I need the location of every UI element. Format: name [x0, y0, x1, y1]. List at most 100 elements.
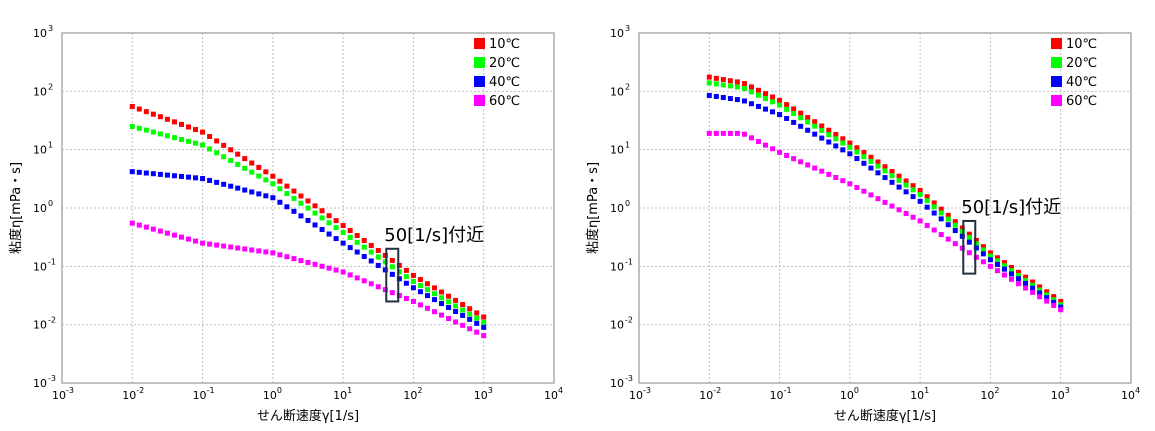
series-1 — [706, 80, 1064, 308]
x-tick-base: 10 — [403, 389, 417, 402]
series-0 — [706, 74, 1064, 304]
data-point — [847, 181, 853, 187]
legend-swatch — [1051, 38, 1062, 49]
data-point — [1009, 276, 1015, 282]
data-point — [249, 189, 255, 195]
x-tick-exponent: 2 — [417, 386, 422, 395]
data-point — [706, 74, 712, 80]
data-point — [298, 200, 304, 206]
data-point — [291, 195, 297, 201]
x-tick-exponent: -1 — [207, 386, 215, 395]
data-point — [277, 178, 283, 184]
chart-left-viscosity: 10 -3 10 -2 10 -1 10 0 10 1 10 2 10 3 10 410 -310 -210 -11… — [8, 24, 563, 424]
data-point — [889, 173, 895, 179]
data-point — [819, 127, 825, 133]
data-point — [157, 131, 163, 137]
data-point — [798, 123, 804, 129]
data-point — [924, 198, 930, 204]
data-point — [228, 244, 234, 250]
data-point — [727, 130, 733, 136]
data-point — [882, 199, 888, 205]
data-point — [460, 307, 466, 313]
data-point — [368, 258, 374, 264]
data-point — [228, 183, 234, 189]
data-point — [403, 267, 409, 273]
data-point — [791, 119, 797, 125]
y-axis-title: 粘度η[mPa・s] — [585, 162, 601, 254]
data-point — [417, 277, 423, 283]
data-point — [319, 208, 325, 214]
data-point — [833, 131, 839, 137]
data-point — [305, 217, 311, 223]
y-tick-base: 10 — [33, 377, 47, 390]
chart-right-viscosity: 10 -3 10 -2 10 -1 10 0 10 1 10 2 10 3 10 410 -310 -210 -11… — [585, 24, 1140, 424]
data-point — [424, 305, 430, 311]
y-tick-exponent: -2 — [48, 316, 56, 325]
data-point — [164, 133, 170, 139]
data-point — [861, 154, 867, 160]
data-point — [812, 165, 818, 171]
data-point — [805, 114, 811, 120]
data-point — [270, 181, 276, 187]
data-point — [424, 293, 430, 299]
data-point — [312, 210, 318, 216]
data-point — [734, 84, 740, 90]
data-point — [277, 252, 283, 258]
data-point — [326, 220, 332, 226]
data-point — [150, 111, 156, 117]
data-point — [347, 228, 353, 234]
data-point — [403, 296, 409, 302]
x-tick-label: 10 0 — [263, 386, 282, 402]
data-point — [973, 254, 979, 260]
data-point — [439, 295, 445, 301]
data-point — [875, 170, 881, 176]
data-point — [840, 140, 846, 146]
legend: 10℃ 20℃ 40℃ 60℃ — [474, 37, 520, 109]
y-tick-base: 10 — [33, 85, 47, 98]
data-point — [924, 222, 930, 228]
data-point — [1044, 295, 1050, 301]
x-tick-exponent: 2 — [994, 386, 999, 395]
x-axis-title: せん断速度γ[1/s] — [834, 408, 936, 424]
legend-label: 40℃ — [1066, 75, 1097, 90]
data-point — [966, 250, 972, 256]
legend-label: 40℃ — [489, 75, 520, 90]
data-point — [924, 194, 930, 200]
data-point — [1023, 285, 1029, 291]
data-point — [952, 241, 958, 247]
data-point — [157, 114, 163, 120]
data-point — [980, 244, 986, 250]
data-point — [952, 222, 958, 228]
data-point — [973, 245, 979, 251]
y-tick-base: 10 — [610, 377, 624, 390]
data-point — [763, 91, 769, 97]
data-point — [200, 240, 206, 246]
data-point — [340, 230, 346, 236]
data-point — [706, 130, 712, 136]
data-point — [481, 333, 487, 339]
data-point — [263, 169, 269, 175]
data-point — [1001, 272, 1007, 278]
data-point — [966, 239, 972, 245]
data-point — [235, 151, 241, 157]
y-tick-label: 10 -1 — [610, 257, 633, 273]
data-point — [221, 142, 227, 148]
data-point — [748, 135, 754, 141]
y-tick-label: 10 2 — [33, 82, 53, 98]
data-point — [333, 267, 339, 273]
data-point — [791, 106, 797, 112]
data-point — [277, 199, 283, 205]
x-tick-base: 10 — [263, 389, 277, 402]
data-point — [713, 81, 719, 87]
data-point — [347, 272, 353, 278]
y-tick-base: 10 — [33, 260, 47, 273]
data-point — [312, 222, 318, 228]
y-tick-exponent: 0 — [625, 199, 630, 208]
data-point — [143, 224, 149, 230]
data-point — [917, 187, 923, 193]
x-tick-base: 10 — [840, 389, 854, 402]
data-point — [214, 179, 220, 185]
data-point — [214, 242, 220, 248]
data-point — [347, 234, 353, 240]
data-point — [467, 326, 473, 332]
